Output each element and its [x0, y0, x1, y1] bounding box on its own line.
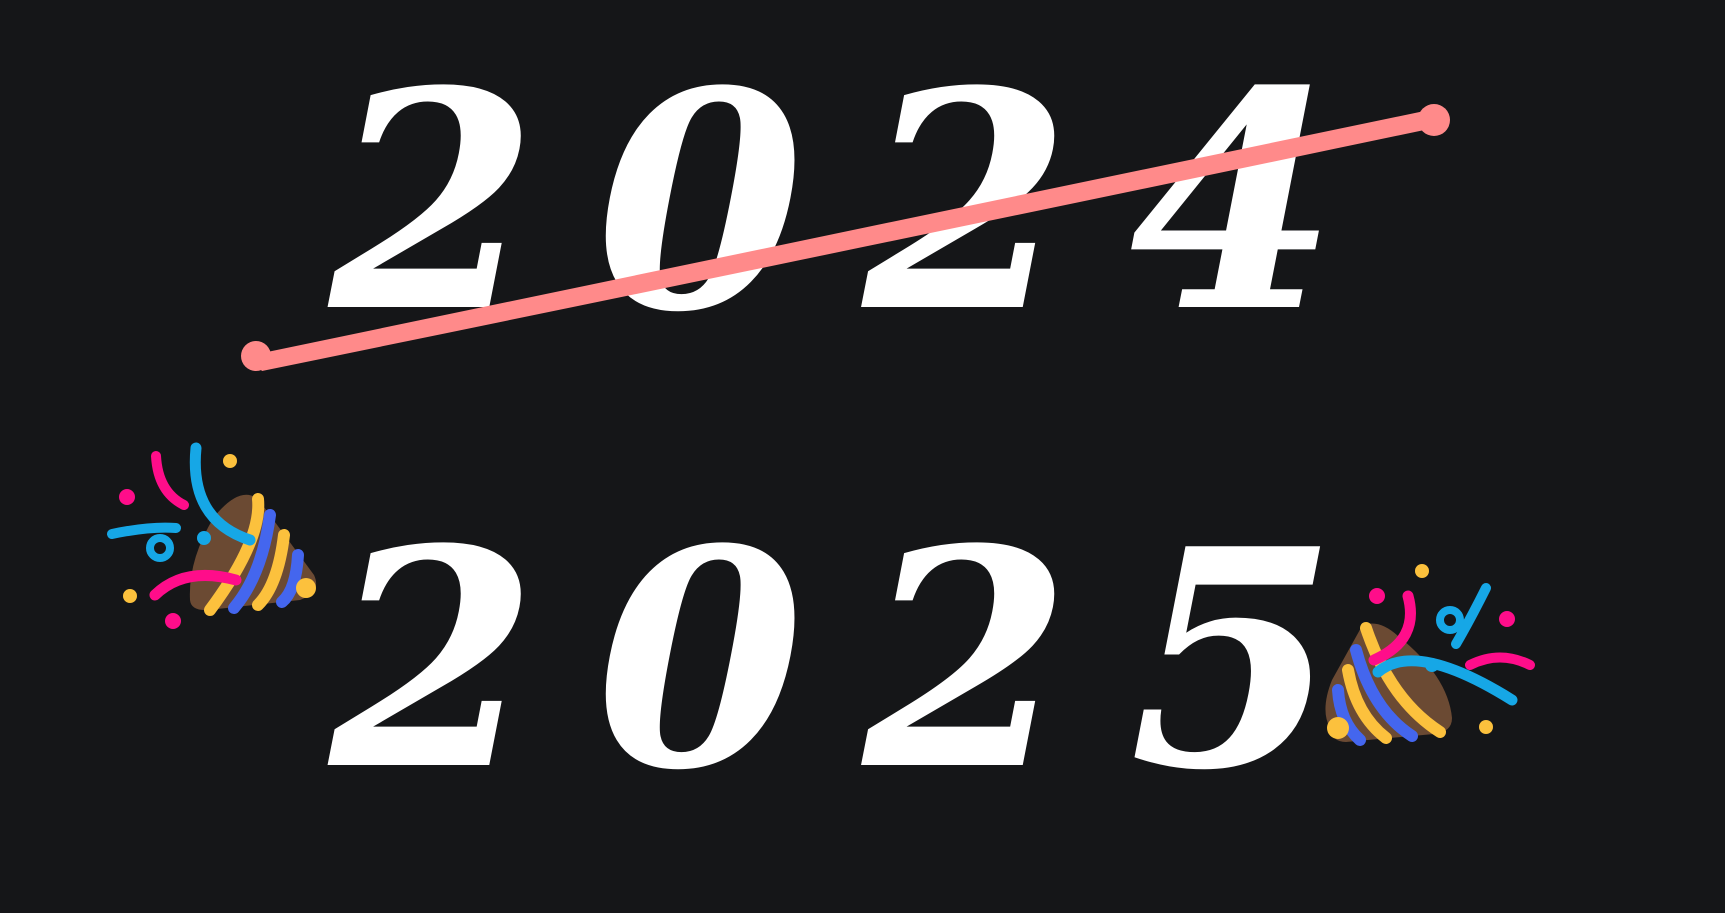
old-year-text: 2024 [329, 25, 1396, 378]
new-year-text: 2025 [329, 483, 1396, 836]
